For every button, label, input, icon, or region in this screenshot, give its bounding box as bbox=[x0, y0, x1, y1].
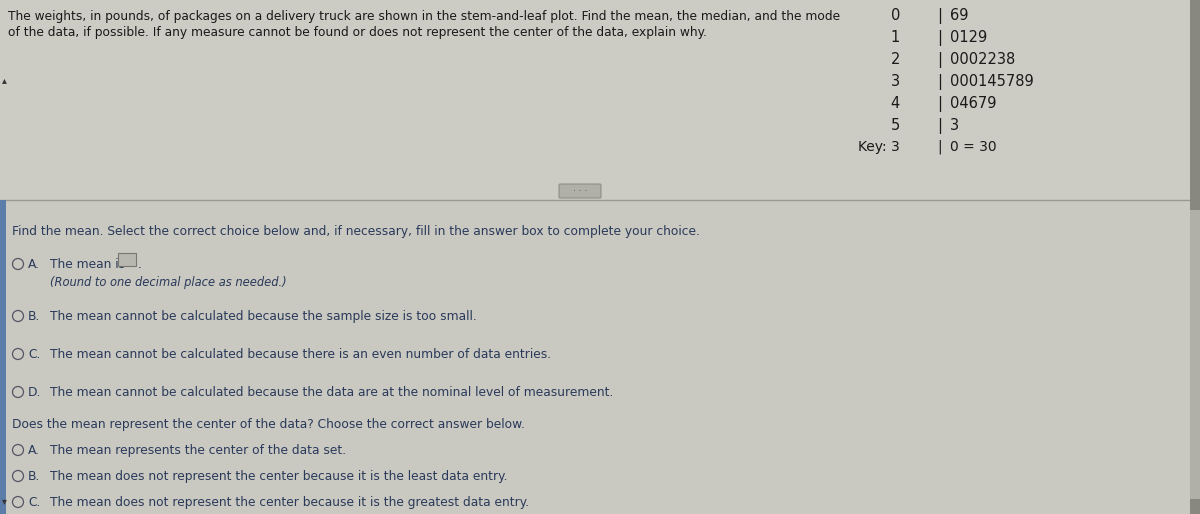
FancyBboxPatch shape bbox=[559, 184, 601, 198]
Text: C.: C. bbox=[28, 496, 41, 509]
Text: The mean represents the center of the data set.: The mean represents the center of the da… bbox=[50, 444, 346, 457]
Text: · · ·: · · · bbox=[572, 187, 587, 195]
Text: |: | bbox=[937, 52, 942, 68]
Text: of the data, if possible. If any measure cannot be found or does not represent t: of the data, if possible. If any measure… bbox=[8, 26, 707, 39]
Text: A.: A. bbox=[28, 258, 40, 271]
Text: The mean is: The mean is bbox=[50, 258, 125, 271]
Text: 4: 4 bbox=[890, 96, 900, 111]
Bar bbox=[1190, 499, 1200, 514]
Bar bbox=[0, 200, 1200, 514]
Text: 04679: 04679 bbox=[950, 96, 996, 111]
Text: ▴: ▴ bbox=[2, 75, 7, 85]
Text: B.: B. bbox=[28, 310, 41, 323]
Text: Key: 3: Key: 3 bbox=[858, 140, 900, 154]
Bar bbox=[1190, 0, 1200, 514]
Text: 0 = 30: 0 = 30 bbox=[950, 140, 997, 154]
Text: A.: A. bbox=[28, 444, 40, 457]
Text: 000145789: 000145789 bbox=[950, 74, 1033, 89]
Text: Find the mean. Select the correct choice below and, if necessary, fill in the an: Find the mean. Select the correct choice… bbox=[12, 225, 700, 238]
Text: The mean cannot be calculated because there is an even number of data entries.: The mean cannot be calculated because th… bbox=[50, 348, 551, 361]
Text: 69: 69 bbox=[950, 8, 968, 23]
Text: B.: B. bbox=[28, 470, 41, 483]
Text: |: | bbox=[937, 118, 942, 134]
Bar bbox=[0, 200, 6, 514]
Text: (Round to one decimal place as needed.): (Round to one decimal place as needed.) bbox=[50, 276, 287, 289]
Text: 0: 0 bbox=[890, 8, 900, 23]
Text: D.: D. bbox=[28, 386, 41, 399]
Text: The mean does not represent the center because it is the greatest data entry.: The mean does not represent the center b… bbox=[50, 496, 529, 509]
Text: |: | bbox=[937, 74, 942, 90]
Text: 2: 2 bbox=[890, 52, 900, 67]
Text: 0129: 0129 bbox=[950, 30, 988, 45]
Bar bbox=[0, 0, 1200, 200]
Text: |: | bbox=[937, 30, 942, 46]
Text: 0002238: 0002238 bbox=[950, 52, 1015, 67]
Text: Does the mean represent the center of the data? Choose the correct answer below.: Does the mean represent the center of th… bbox=[12, 418, 524, 431]
Bar bbox=[118, 253, 136, 266]
Text: |: | bbox=[937, 140, 942, 155]
Text: 3: 3 bbox=[890, 74, 900, 89]
Text: 1: 1 bbox=[890, 30, 900, 45]
Text: C.: C. bbox=[28, 348, 41, 361]
Text: The mean does not represent the center because it is the least data entry.: The mean does not represent the center b… bbox=[50, 470, 508, 483]
Text: 5: 5 bbox=[890, 118, 900, 133]
Text: |: | bbox=[937, 96, 942, 112]
Text: .: . bbox=[138, 258, 142, 271]
Bar bbox=[1190, 0, 1200, 210]
Text: ▾: ▾ bbox=[2, 496, 7, 506]
Text: 3: 3 bbox=[950, 118, 959, 133]
Text: |: | bbox=[937, 8, 942, 24]
Text: The weights, in pounds, of packages on a delivery truck are shown in the stem-an: The weights, in pounds, of packages on a… bbox=[8, 10, 840, 23]
Text: The mean cannot be calculated because the sample size is too small.: The mean cannot be calculated because th… bbox=[50, 310, 476, 323]
Text: The mean cannot be calculated because the data are at the nominal level of measu: The mean cannot be calculated because th… bbox=[50, 386, 613, 399]
